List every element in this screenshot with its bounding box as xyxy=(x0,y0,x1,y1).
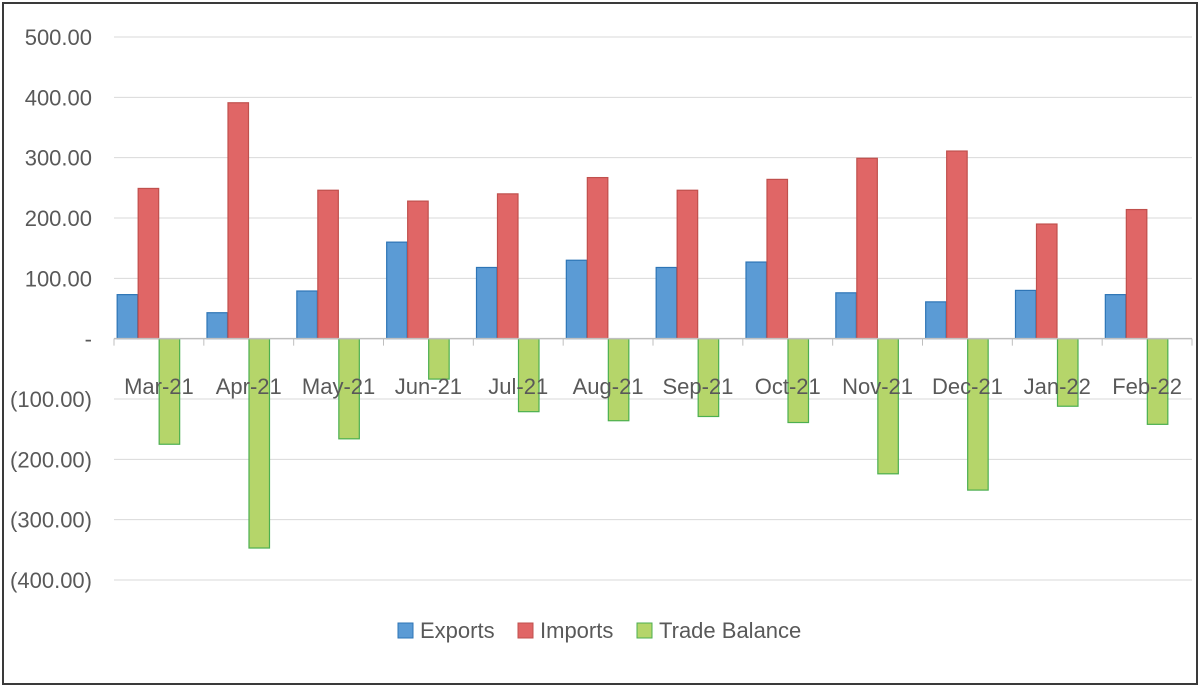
x-tick-label: Apr-21 xyxy=(216,374,282,399)
bar-imports xyxy=(317,189,339,340)
bar-exports xyxy=(835,292,857,340)
bar-trade-balance xyxy=(967,338,989,491)
bar-exports xyxy=(655,266,678,340)
y-tick-label: 300.00 xyxy=(25,146,92,171)
x-tick-label: Feb-22 xyxy=(1112,374,1182,399)
x-tick-label: Jan-22 xyxy=(1024,374,1091,399)
y-tick-label: 500.00 xyxy=(25,25,92,50)
legend-label: Trade Balance xyxy=(659,618,801,643)
x-tick-label: Dec-21 xyxy=(932,374,1003,399)
bar-exports xyxy=(745,261,768,340)
bar-trade-balance xyxy=(248,338,271,549)
bar-exports xyxy=(565,259,588,340)
bar-exports xyxy=(296,290,318,340)
x-tick-label: Nov-21 xyxy=(842,374,913,399)
x-tick-label: May-21 xyxy=(302,374,375,399)
bar-exports xyxy=(1104,294,1127,340)
bar-imports xyxy=(227,102,250,340)
bars xyxy=(116,102,1169,549)
y-tick-label: (200.00) xyxy=(10,447,92,472)
legend-swatch xyxy=(636,622,653,639)
y-axis-ticks: 500.00 400.00 300.00 200.00 100.00 - (100.00) (… xyxy=(10,25,92,593)
bar-imports xyxy=(856,157,878,340)
bar-imports xyxy=(407,200,429,340)
bar-exports xyxy=(475,266,498,340)
bar-imports xyxy=(586,176,609,340)
bar-imports xyxy=(137,187,160,340)
y-tick-label: - xyxy=(85,327,92,352)
y-tick-label: (300.00) xyxy=(10,508,92,533)
bar-imports xyxy=(676,189,699,340)
x-tick-label: Jun-21 xyxy=(395,374,462,399)
x-tick-label: Mar-21 xyxy=(124,374,194,399)
y-tick-label: (100.00) xyxy=(10,387,92,412)
bar-exports xyxy=(1014,289,1037,340)
category-labels: Mar-21 Apr-21 May-21 Jun-21 Jul-21 Aug-21 Sep-… xyxy=(113,338,1193,399)
y-tick-label: 200.00 xyxy=(25,206,92,231)
bar-imports xyxy=(1125,208,1148,340)
legend: Exports Imports Trade Balance xyxy=(397,618,801,643)
bar-exports xyxy=(925,301,947,340)
trade-chart: 500.00 400.00 300.00 200.00 100.00 - (100.00) (… xyxy=(10,25,1193,643)
bar-imports xyxy=(766,178,789,340)
bar-imports xyxy=(946,150,968,340)
bar-trade-balance xyxy=(877,338,899,475)
legend-label: Imports xyxy=(540,618,613,643)
y-tick-label: 400.00 xyxy=(25,85,92,110)
y-tick-label: (400.00) xyxy=(10,568,92,593)
bar-imports xyxy=(496,193,519,340)
legend-swatch xyxy=(397,622,414,639)
legend-swatch xyxy=(517,622,534,639)
bar-imports xyxy=(1035,223,1058,340)
legend-label: Exports xyxy=(420,618,495,643)
gridlines xyxy=(114,36,1192,581)
bar-exports xyxy=(116,294,139,340)
x-tick-label: Sep-21 xyxy=(662,374,733,399)
bar-exports xyxy=(386,241,408,340)
x-tick-label: Oct-21 xyxy=(755,374,821,399)
x-tick-label: Aug-21 xyxy=(573,374,644,399)
y-tick-label: 100.00 xyxy=(25,266,92,291)
bar-exports xyxy=(206,312,229,340)
x-tick-label: Jul-21 xyxy=(488,374,548,399)
